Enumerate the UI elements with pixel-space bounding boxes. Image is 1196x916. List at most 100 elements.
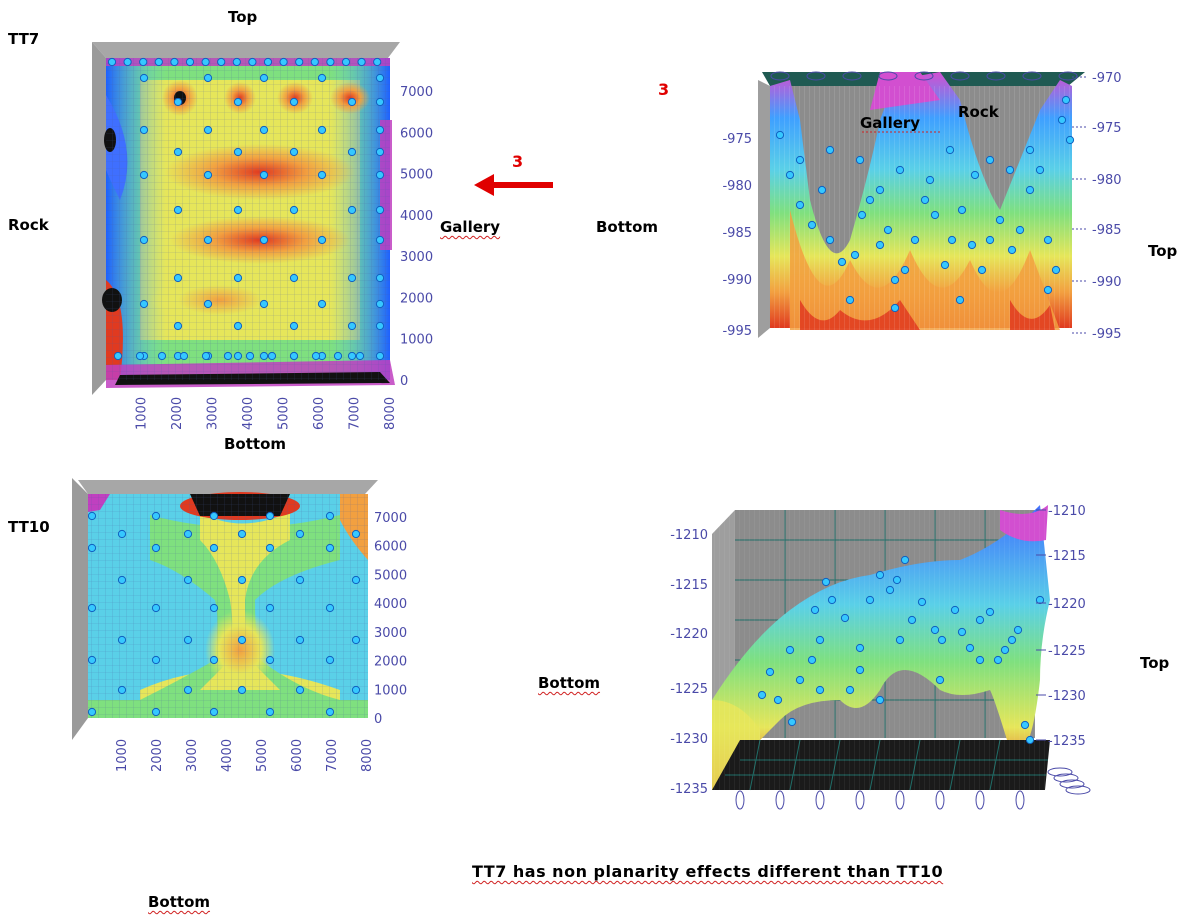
tt7-point bbox=[289, 273, 299, 283]
r2-left-tick-label: -1215 bbox=[670, 578, 708, 593]
r1-point bbox=[957, 205, 967, 215]
r1-top-tick-mark bbox=[878, 71, 898, 81]
r2-point bbox=[821, 577, 831, 587]
tt10-point bbox=[117, 685, 127, 695]
tt10-x-tick-label: 6000 bbox=[290, 739, 305, 772]
r1-point bbox=[977, 265, 987, 275]
r2-depth-tick-mark bbox=[1047, 767, 1073, 777]
tt7-point bbox=[233, 97, 243, 107]
tt7-point bbox=[203, 125, 213, 135]
r1-point bbox=[795, 155, 805, 165]
tt7-x-tick-label: 5000 bbox=[277, 397, 292, 430]
tt7-point bbox=[139, 299, 149, 309]
tt7-point bbox=[347, 321, 357, 331]
tt7-point bbox=[233, 351, 243, 361]
r2-depth-tick-mark bbox=[1053, 773, 1079, 783]
tt7-point bbox=[223, 351, 233, 361]
tt7-point bbox=[355, 351, 365, 361]
tt10-point bbox=[183, 575, 193, 585]
tt7-y-ticks: 0 1000 2000 3000 4000 5000 6000 7000 bbox=[400, 85, 433, 389]
r2-bottom-ticks bbox=[735, 767, 1091, 810]
r1-point bbox=[1061, 95, 1071, 105]
tt10-x-tick-label: 4000 bbox=[220, 739, 235, 772]
tt7-point bbox=[203, 73, 213, 83]
tt7-point bbox=[157, 351, 167, 361]
tt7-mesh bbox=[106, 58, 390, 380]
r2-point bbox=[937, 635, 947, 645]
r2-point bbox=[1000, 645, 1010, 655]
r2-point bbox=[935, 675, 945, 685]
r1-rock-label: Rock bbox=[958, 103, 1000, 121]
tt10-point bbox=[209, 603, 219, 613]
tt10-point bbox=[209, 543, 219, 553]
r2-point bbox=[975, 615, 985, 625]
r1-point bbox=[910, 235, 920, 245]
r1-point bbox=[1035, 165, 1045, 175]
r1-point bbox=[945, 145, 955, 155]
r1-mesh bbox=[770, 86, 1070, 330]
r1-point bbox=[1005, 165, 1015, 175]
tt10-x-tick-label: 1000 bbox=[115, 739, 130, 772]
tt10-y-tick-label: 6000 bbox=[374, 540, 407, 555]
r1-point bbox=[940, 260, 950, 270]
r1-point bbox=[995, 215, 1005, 225]
r2-point bbox=[845, 685, 855, 695]
tt7-point bbox=[375, 273, 385, 283]
r1-point bbox=[817, 185, 827, 195]
r1-point bbox=[985, 235, 995, 245]
tt10-y-ticks: 0 1000 2000 3000 4000 5000 6000 7000 bbox=[374, 511, 407, 727]
tt7-point bbox=[232, 57, 241, 67]
tt7-y-tick-label: 6000 bbox=[400, 126, 433, 141]
r1-left-tick-label: -980 bbox=[722, 179, 752, 194]
r2-point bbox=[1035, 595, 1045, 605]
tt7-point bbox=[375, 125, 385, 135]
tt7-y-tick-label: 2000 bbox=[400, 291, 433, 306]
tt7-title: TT7 bbox=[8, 30, 40, 48]
r1-gallery-label: Gallery bbox=[860, 114, 920, 132]
r2-point bbox=[875, 570, 885, 580]
r2-point bbox=[1007, 635, 1017, 645]
tt10-bottom-label: Bottom bbox=[148, 893, 211, 911]
tt7-point bbox=[123, 57, 132, 67]
r2-point bbox=[865, 595, 875, 605]
tt7-point bbox=[259, 299, 269, 309]
r2-right-tick-label: -1230 bbox=[1048, 689, 1086, 704]
tt10-point bbox=[209, 511, 219, 521]
r2-right-tick-label: -1210 bbox=[1048, 504, 1086, 519]
tt7-point bbox=[203, 170, 213, 180]
r1-top-label: Top bbox=[1148, 242, 1178, 260]
r2-point bbox=[1013, 625, 1023, 635]
tt10-y-tick-label: 3000 bbox=[374, 626, 407, 641]
r2-point bbox=[950, 605, 960, 615]
tt7-point bbox=[357, 57, 366, 67]
r1-top-tick-mark bbox=[806, 71, 826, 81]
r1-point bbox=[857, 210, 867, 220]
r1-right-tick-label: -990 bbox=[1092, 275, 1122, 290]
r2-point bbox=[787, 717, 797, 727]
r1-top-tick-mark bbox=[914, 71, 934, 81]
r2-bottom-tick-mark bbox=[815, 790, 825, 810]
tt10-point bbox=[265, 655, 275, 665]
r1-right-tick-label: -975 bbox=[1092, 121, 1122, 136]
r1-point bbox=[1065, 135, 1075, 145]
tt10-point bbox=[87, 655, 97, 665]
r2-point bbox=[892, 575, 902, 585]
tt10-point bbox=[183, 685, 193, 695]
tt10-y-tick-label: 7000 bbox=[374, 511, 407, 526]
tt7-point bbox=[375, 147, 385, 157]
tt7-point bbox=[233, 321, 243, 331]
tt10-x-tick-label: 3000 bbox=[185, 739, 200, 772]
tt10-point bbox=[351, 685, 361, 695]
r1-point bbox=[967, 240, 977, 250]
tt7-point bbox=[139, 170, 149, 180]
tt7-x-ticks: 1000 2000 3000 4000 5000 6000 7000 8000 bbox=[135, 397, 399, 430]
r2-point bbox=[855, 643, 865, 653]
r2-point bbox=[757, 690, 767, 700]
tt10-heatmap: 0 1000 2000 3000 4000 5000 6000 7000 1000 2000 30… bbox=[72, 478, 407, 772]
tt7-x-tick-label: 1000 bbox=[135, 397, 150, 430]
r1-point bbox=[1007, 245, 1017, 255]
tt10-title: TT10 bbox=[8, 518, 50, 536]
r1-point bbox=[1043, 285, 1053, 295]
r1-point bbox=[855, 155, 865, 165]
